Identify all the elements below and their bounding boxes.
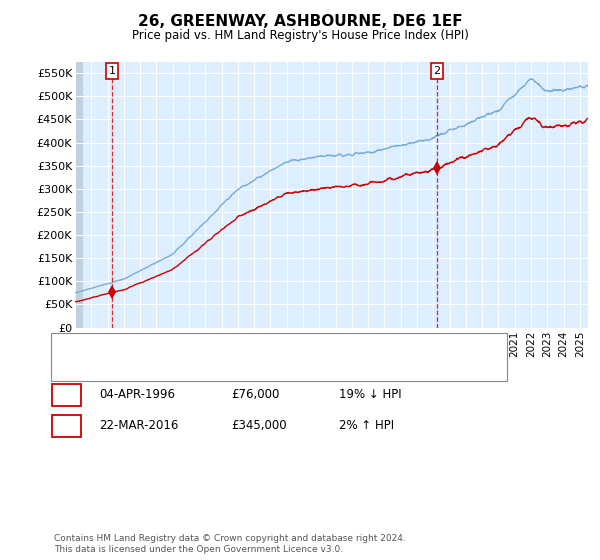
Text: Price paid vs. HM Land Registry's House Price Index (HPI): Price paid vs. HM Land Registry's House … [131, 29, 469, 42]
Text: 22-MAR-2016: 22-MAR-2016 [99, 419, 178, 432]
Text: 2: 2 [433, 66, 440, 76]
Text: 1: 1 [109, 66, 115, 76]
Text: 2: 2 [63, 419, 70, 432]
Text: 26, GREENWAY, ASHBOURNE, DE6 1EF (detached house): 26, GREENWAY, ASHBOURNE, DE6 1EF (detach… [97, 343, 408, 353]
Text: 26, GREENWAY, ASHBOURNE, DE6 1EF: 26, GREENWAY, ASHBOURNE, DE6 1EF [137, 14, 463, 29]
Text: 2% ↑ HPI: 2% ↑ HPI [339, 419, 394, 432]
Text: 19% ↓ HPI: 19% ↓ HPI [339, 388, 401, 402]
Text: Contains HM Land Registry data © Crown copyright and database right 2024.
This d: Contains HM Land Registry data © Crown c… [54, 534, 406, 554]
Bar [75, 62, 83, 328]
Text: 1: 1 [63, 388, 70, 402]
Text: £76,000: £76,000 [231, 388, 280, 402]
Text: £345,000: £345,000 [231, 419, 287, 432]
Text: HPI: Average price, detached house, Derbyshire Dales: HPI: Average price, detached house, Derb… [97, 361, 393, 371]
Text: 04-APR-1996: 04-APR-1996 [99, 388, 175, 402]
